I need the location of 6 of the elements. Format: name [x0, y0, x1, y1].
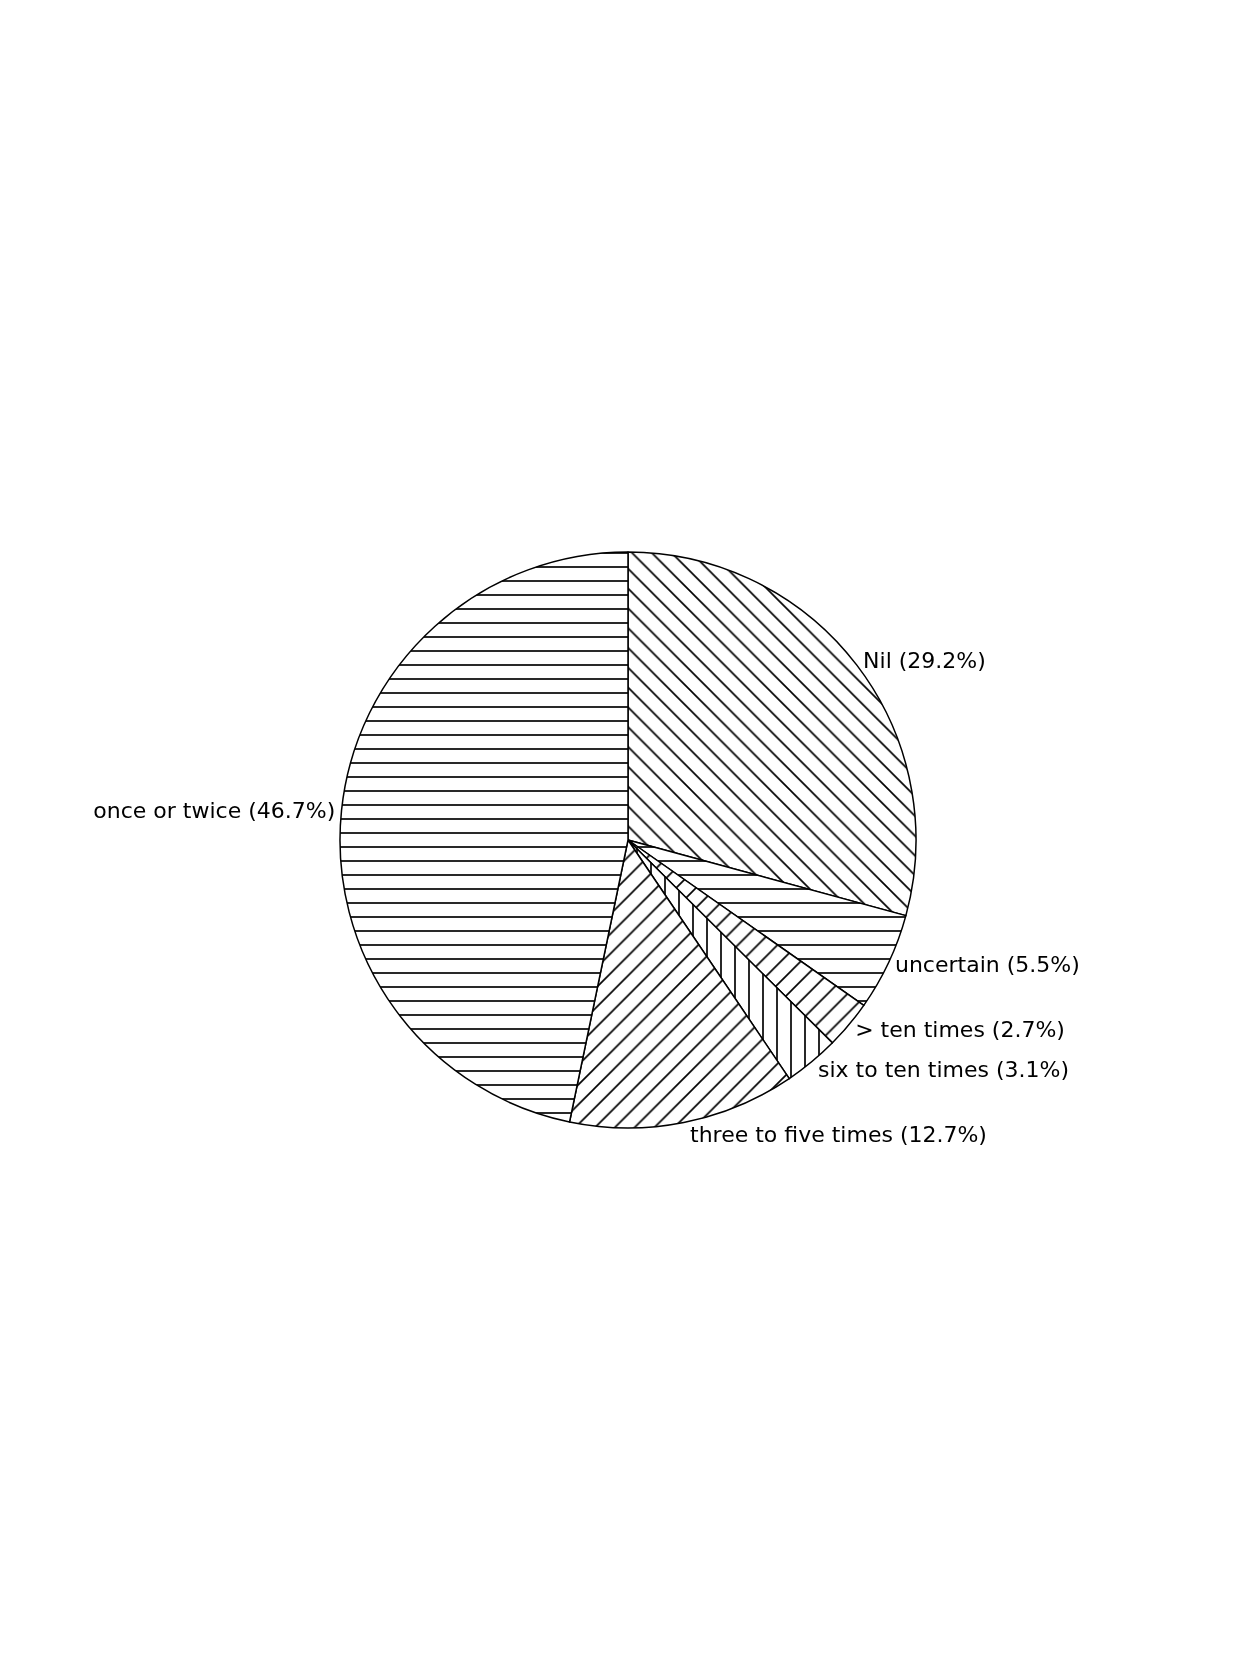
slice-label: Nil (29.2%) [863, 648, 986, 674]
slice-label: six to ten times (3.1%) [817, 1056, 1069, 1082]
slice-label: three to five times (12.7%) [690, 1122, 987, 1148]
slice-label: > ten times (2.7%) [855, 1017, 1065, 1043]
slice-label: once or twice (46.7%) [93, 797, 336, 823]
slice-label: uncertain (5.5%) [894, 952, 1080, 978]
